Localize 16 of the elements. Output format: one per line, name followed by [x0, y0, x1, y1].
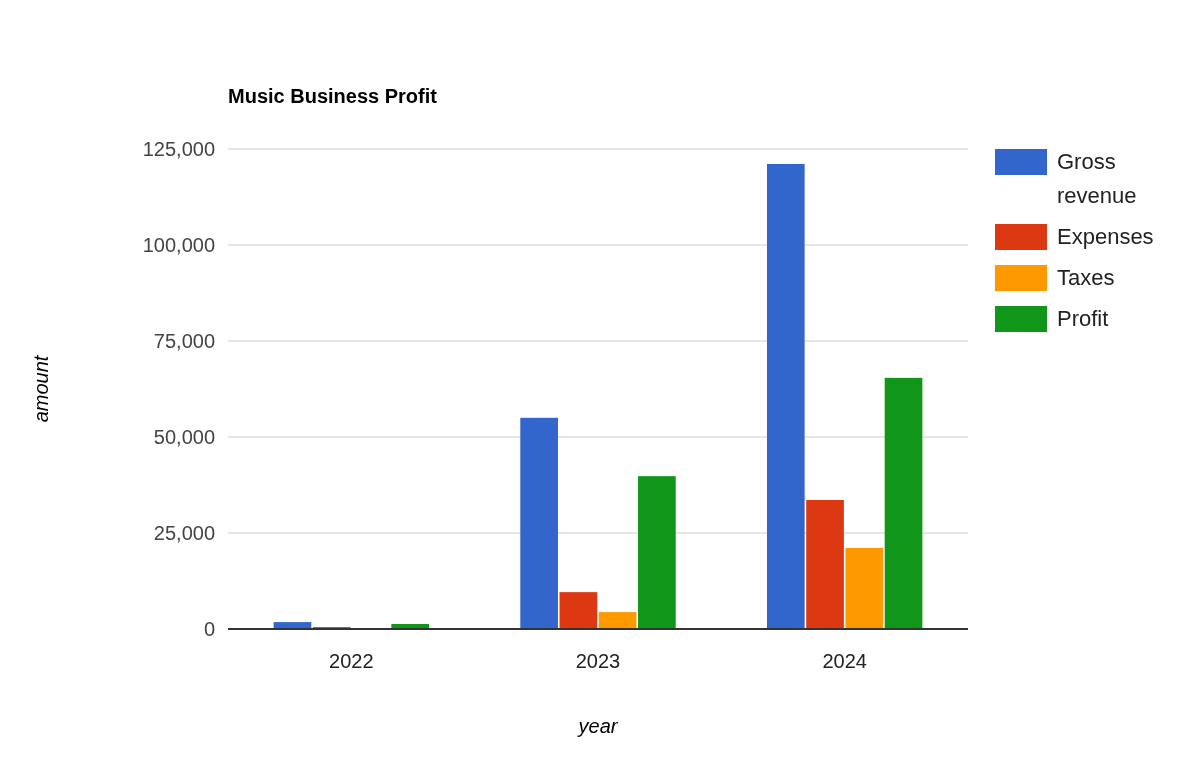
y-tick-label: 50,000	[153, 426, 215, 448]
legend-label: Gross revenue	[1057, 149, 1137, 208]
y-axis-title: amount	[30, 354, 52, 423]
x-tick-label: 2022	[329, 650, 374, 672]
x-tick-label: 2024	[822, 650, 867, 672]
legend-label: Expenses	[1057, 224, 1154, 249]
y-tick-label: 125,000	[142, 138, 215, 160]
legend-label: Taxes	[1057, 265, 1115, 290]
y-tick-label: 25,000	[153, 522, 215, 544]
legend-label: Profit	[1057, 306, 1109, 331]
x-tick-label: 2023	[575, 650, 621, 672]
y-tick-label: 75,000	[153, 330, 215, 352]
x-axis-title: year	[576, 715, 619, 737]
chart-title: Music Business Profit	[228, 85, 438, 107]
y-tick-label: 100,000	[142, 234, 215, 256]
y-tick-label: 0	[203, 618, 215, 640]
